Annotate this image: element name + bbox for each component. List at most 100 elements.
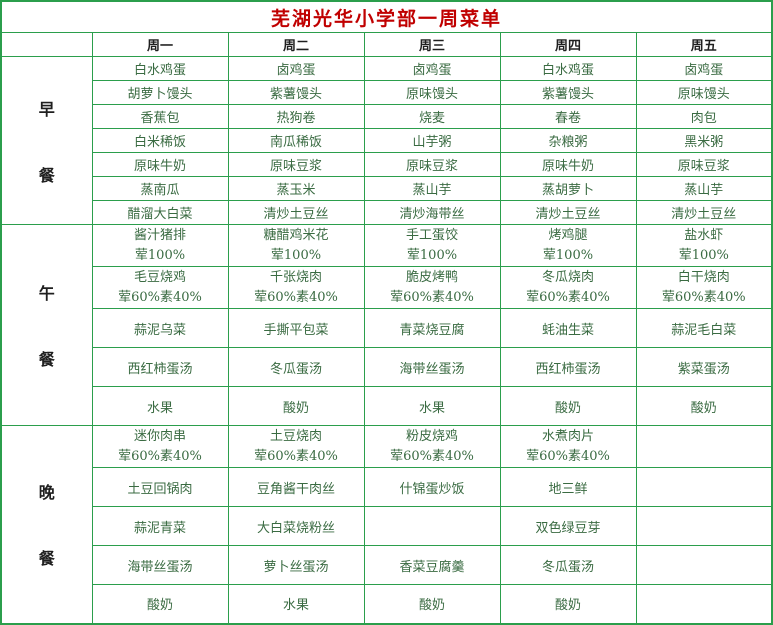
dinner-row: 海带丝蛋汤 萝卜丝蛋汤 香菜豆腐羹 冬瓜蛋汤 [1,545,773,585]
breakfast-row: 原味牛奶 原味豆浆 原味豆浆 原味牛奶 原味豆浆 [1,152,773,177]
menu-cell: 水果 [91,386,229,426]
section-label-dinner: 晚餐 [0,425,93,624]
menu-cell [363,506,501,546]
menu-cell: 原味牛奶 [91,152,229,177]
menu-cell: 酸奶 [635,386,773,426]
menu-cell: 紫菜蛋汤 [635,347,773,387]
section-label-breakfast: 早餐 [0,56,93,225]
menu-cell: 香菜豆腐羹 [363,545,501,585]
menu-cell: 盐水虾 荤100% [635,224,773,267]
menu-cell: 烧麦 [363,104,501,129]
menu-cell: 酱汁猪排荤100% [91,224,229,267]
menu-cell: 蒜泥毛白菜 [635,308,773,348]
menu-cell: 土豆回锅肉 [91,467,229,507]
menu-cell: 海带丝蛋汤 [91,545,229,585]
section-label-text: 早餐 [2,96,91,186]
menu-cell [635,506,773,546]
dish-line: 粉皮烧鸡 [405,428,458,444]
menu-cell: 冬瓜蛋汤 [227,347,365,387]
menu-cell: 萝卜丝蛋汤 [227,545,365,585]
menu-cell: 卤鸡蛋 [635,56,773,81]
lunch-row: 午餐酱汁猪排 荤100% 糖醋鸡米花 荤100% 手工蛋饺 荤100% 烤鸡腿 荤100% 盐水… [0,224,773,426]
menu-cell: 山芋粥 [363,128,501,153]
menu-cell: 原味豆浆 [363,152,501,177]
dinner-row: 土豆回锅肉 豆角酱干肉丝 什锦蛋炒饭 地三鲜 [1,467,773,507]
lunch-row: 蒜泥乌菜 手撕平包菜 青菜烧豆腐 蚝油生菜 蒜泥毛白菜 [1,308,773,348]
menu-cell: 醋溜大白菜 [91,200,229,225]
menu-cell: 蚝油生菜 [499,308,637,348]
menu-cell: 海带丝蛋汤 [363,347,501,387]
menu-cell: 胡萝卜馒头 [91,80,229,105]
menu-cell [635,425,773,468]
dish-line: 荤60%素40% [390,448,474,464]
dish-line: 荤100% [406,247,458,263]
menu-cell: 土豆烧肉 荤60%素40% [227,425,365,468]
dish-line: 荤60%素40% [118,289,202,305]
menu-cell: 清炒海带丝 [363,200,501,225]
lunch-row: 西红柿蛋汤 冬瓜蛋汤 海带丝蛋汤 西红柿蛋汤 紫菜蛋汤 [1,347,773,387]
menu-cell [635,545,773,585]
menu-cell: 白干烧肉 荤60%素40% [635,266,773,309]
menu-cell: 冬瓜烧肉 荤60%素40% [499,266,637,309]
menu-cell: 毛豆烧鸡 荤60%素40% [91,266,229,309]
day-header: 周二 [227,32,365,57]
menu-cell: 紫薯馒头 [499,80,637,105]
menu-cell: 豆角酱干肉丝 [227,467,365,507]
day-header: 周四 [499,32,637,57]
menu-cell: 热狗卷 [227,104,365,129]
menu-cell: 原味牛奶 [499,152,637,177]
menu-cell: 糖醋鸡米花荤100% [227,224,365,267]
dish-line: 脆皮烤鸭 [405,269,458,285]
dish-line: 冬瓜烧肉 [541,269,594,285]
menu-cell: 原味馒头 [635,80,773,105]
dish-line: 迷你肉串 [133,428,186,444]
menu-cell: 蒸胡萝卜 [499,176,637,201]
dish-line: 荤60%素40% [254,289,338,305]
dish-line: 荤100% [134,247,186,263]
menu-cell: 水煮肉片 荤60%素40% [499,425,637,468]
menu-cell: 酸奶 [363,584,501,624]
dish-line: 糖醋鸡米花 [263,227,329,243]
menu-cell: 蒸玉米 [227,176,365,201]
breakfast-row: 香蕉包 热狗卷 烧麦 春卷 肉包 [1,104,773,129]
dish-line: 荤100% [270,247,322,263]
menu-cell: 蒸南瓜 [91,176,229,201]
dinner-row: 酸奶 水果 酸奶 酸奶 [1,584,773,624]
day-header: 周五 [635,32,773,57]
menu-cell: 酸奶 [91,584,229,624]
dish-line: 土豆烧肉 [269,428,322,444]
section-label-lunch: 午餐 [0,224,93,426]
menu-cell: 清炒土豆丝 [227,200,365,225]
lunch-row: 水果 酸奶 水果 酸奶 酸奶 [1,386,773,426]
dish-line: 酱汁猪排 [133,227,186,243]
menu-cell: 南瓜稀饭 [227,128,365,153]
dish-line: 千张烧肉 [269,269,322,285]
menu-cell [635,584,773,624]
section-label-text: 晚餐 [2,479,91,569]
breakfast-row: 早餐白水鸡蛋 卤鸡蛋 卤鸡蛋 白水鸡蛋 卤鸡蛋 [0,56,773,225]
menu-cell: 春卷 [499,104,637,129]
lunch-row: 毛豆烧鸡 荤60%素40% 千张烧肉 荤60%素40% 脆皮烤鸭 荤60%素40% 冬瓜烧肉… [1,266,773,309]
dish-line: 盐水虾 [684,227,724,243]
menu-cell: 烤鸡腿 荤100% [499,224,637,267]
menu-cell: 千张烧肉荤60%素40% [227,266,365,309]
menu-cell: 白水鸡蛋 [91,56,229,81]
dish-line: 荤60%素40% [118,448,202,464]
menu-cell: 什锦蛋炒饭 [363,467,501,507]
menu-cell: 蒸山芋 [363,176,501,201]
dinner-row: 晚餐 迷你肉串荤60%素40% 土豆烧肉 荤60%素40% 粉皮烧鸡荤60%素40% 水煮… [0,425,773,624]
menu-cell: 杂粮粥 [499,128,637,153]
menu-cell: 水果 [363,386,501,426]
menu-cell: 香蕉包 [91,104,229,129]
menu-cell [635,467,773,507]
menu-cell: 卤鸡蛋 [363,56,501,81]
menu-cell: 双色绿豆芽 [499,506,637,546]
menu-cell: 青菜烧豆腐 [363,308,501,348]
menu-cell: 原味豆浆 [227,152,365,177]
breakfast-row: 白米稀饭 南瓜稀饭 山芋粥 杂粮粥 黑米粥 [1,128,773,153]
section-label-char: 餐 [38,165,55,185]
menu-cell: 水果 [227,584,365,624]
menu-cell: 蒸山芋 [635,176,773,201]
menu-cell: 清炒土豆丝 [635,200,773,225]
menu-cell: 原味豆浆 [635,152,773,177]
